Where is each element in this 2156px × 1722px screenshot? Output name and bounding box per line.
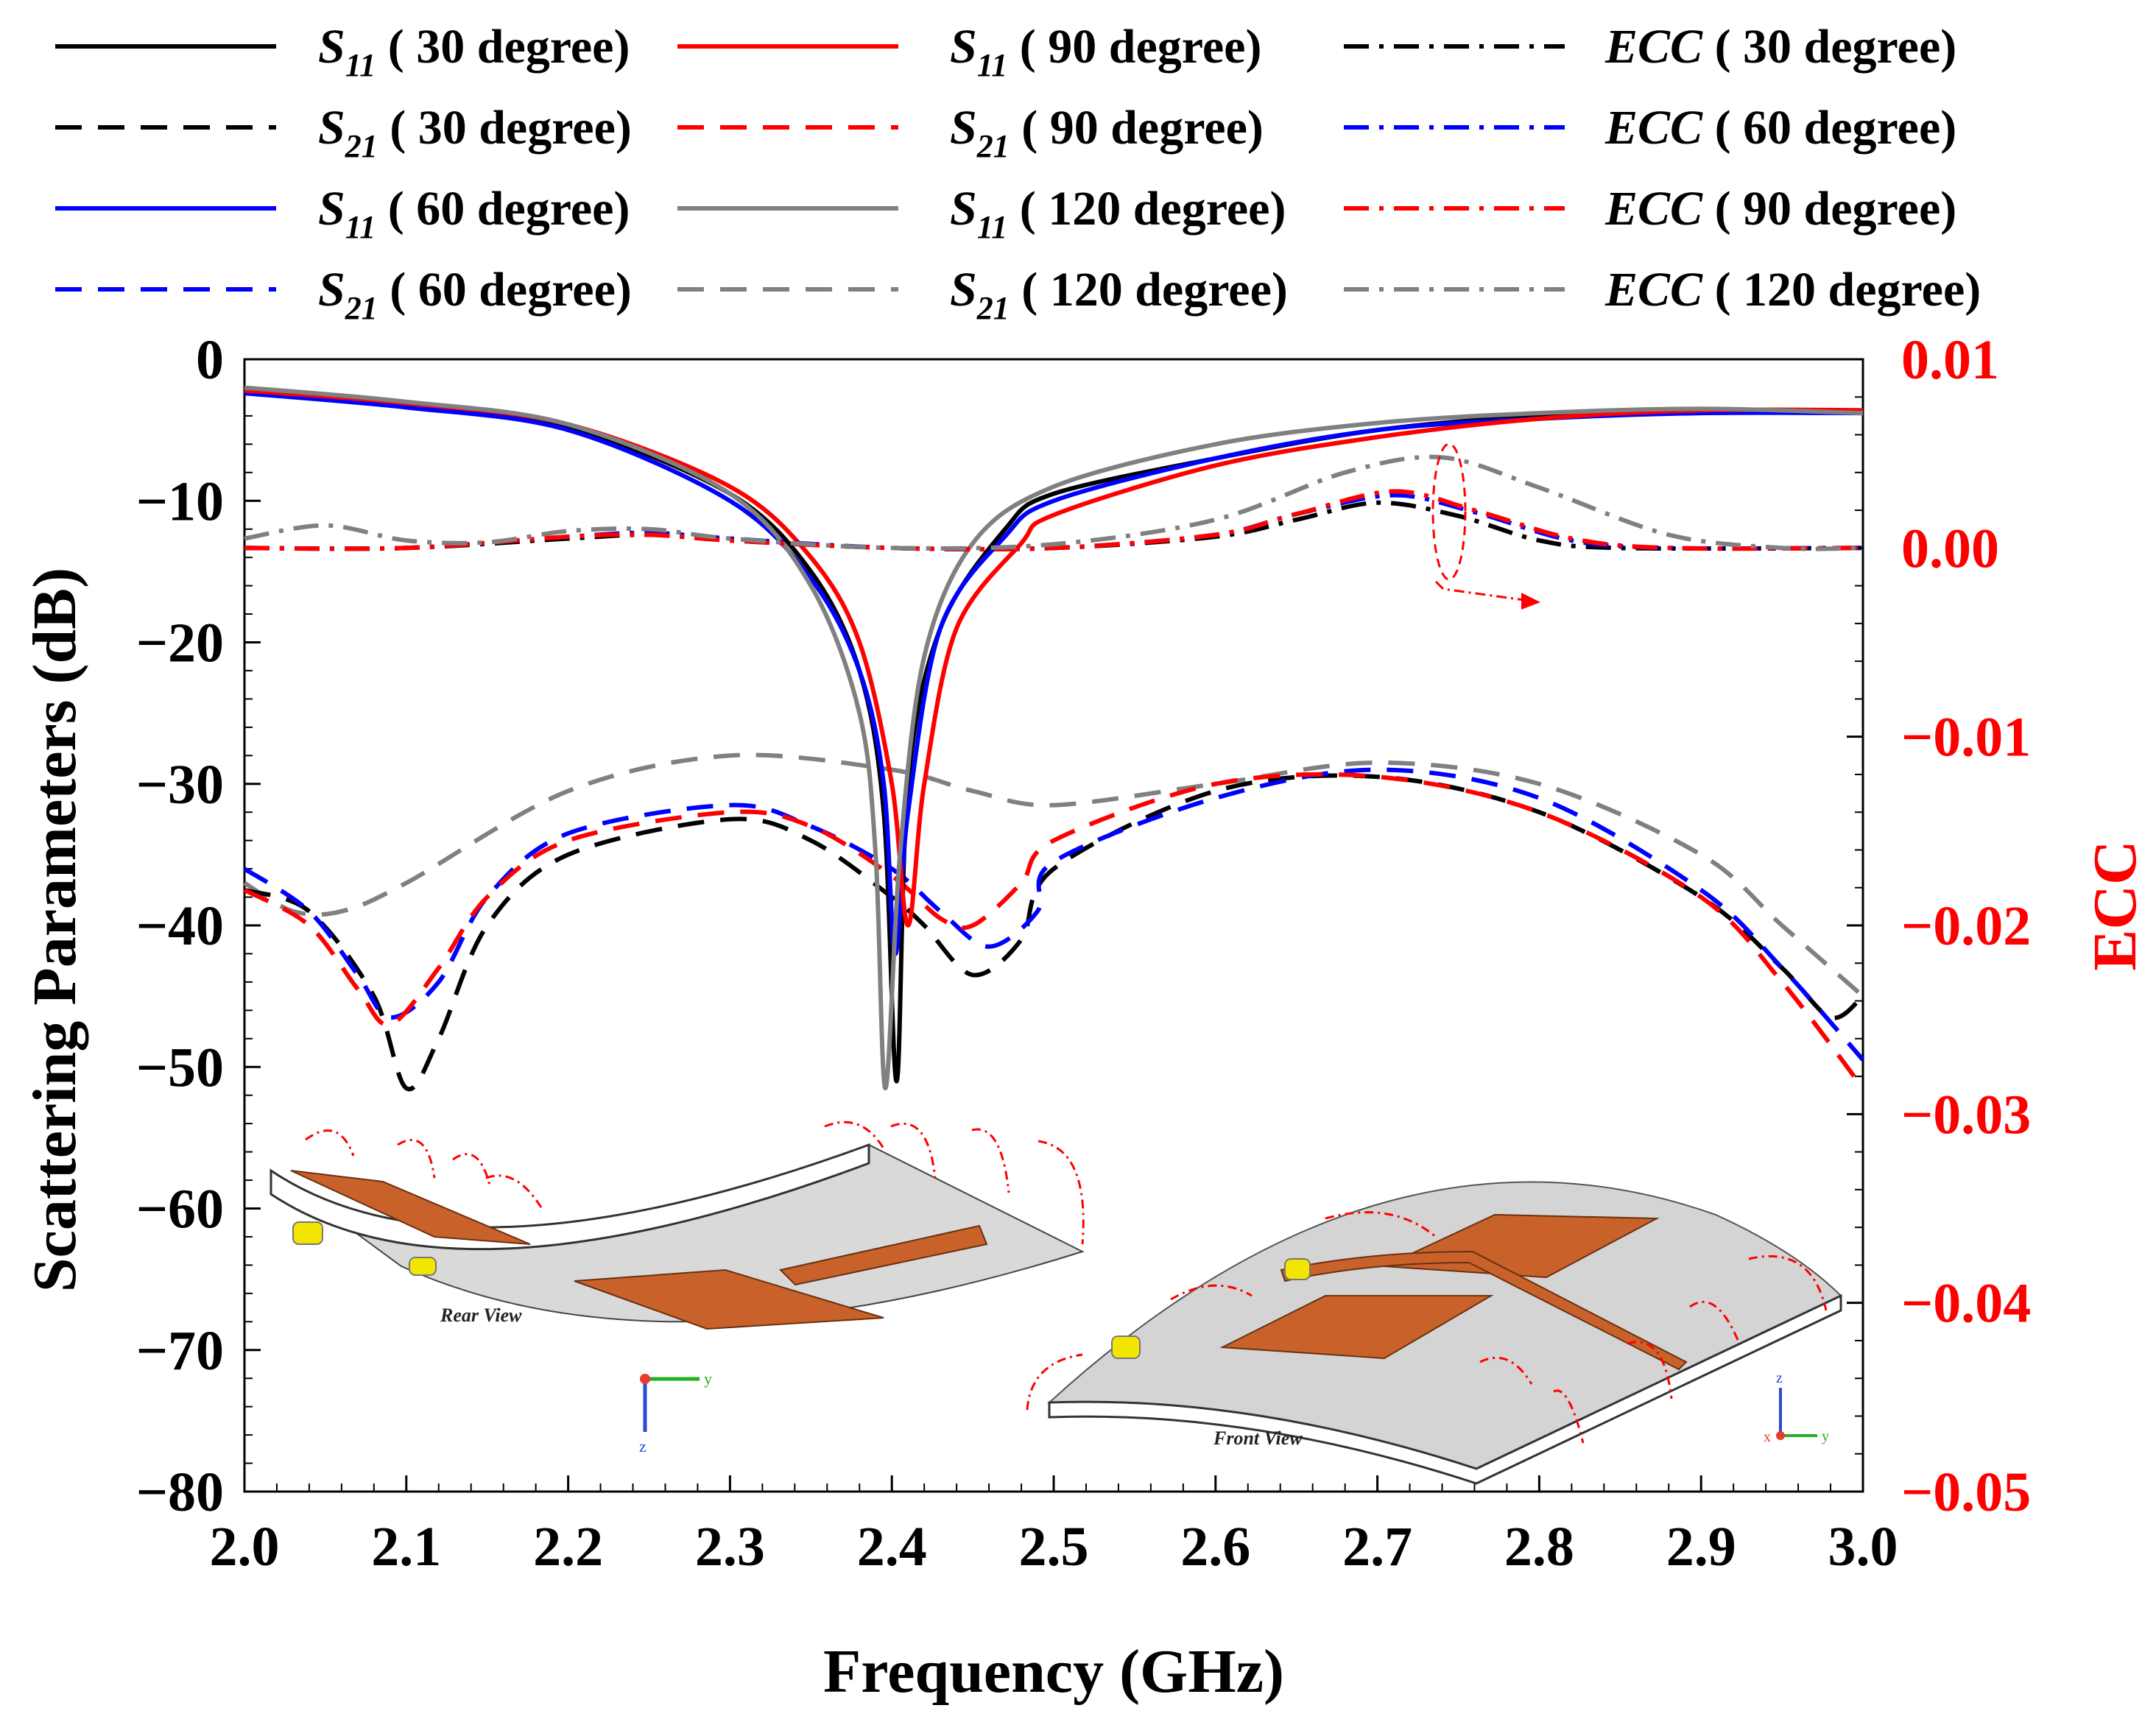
y-tick-label: −40	[136, 895, 224, 957]
series-line-s21-30-degree	[244, 773, 1864, 1092]
legend-label: S11 ( 120 degree)	[950, 182, 1286, 245]
y-tick-label: −10	[136, 470, 224, 532]
axis-ticks	[243, 358, 1864, 1493]
y-tick-label: −30	[136, 754, 224, 816]
legend-label: S21 ( 60 degree)	[318, 263, 632, 326]
axis-tick-labels: 2.0 2.1 2.2 2.3 2.4 2.5 2.6 2.7 2.8 2.9 3.0 0 −10 −20…	[136, 329, 2032, 1578]
front-axis-z-label: z	[1776, 1370, 1783, 1386]
ecc-annotation-ellipse	[1431, 442, 1467, 581]
rear-view-label: Rear View	[440, 1305, 522, 1326]
rear-axis-origin	[640, 1374, 650, 1384]
y-tick-label: −50	[136, 1037, 224, 1098]
x-tick-label: 2.2	[533, 1516, 603, 1578]
rear-axis-z-label: z	[639, 1437, 647, 1455]
series-line-ecc-60-degree	[244, 493, 1864, 552]
y2-axis-title: ECC	[2081, 840, 2149, 970]
series-line-s11-30-degree	[244, 388, 1864, 1084]
rear-field-arrows	[305, 1121, 1085, 1245]
x-axis-title: Frequency (GHz)	[823, 1637, 1284, 1706]
y-tick-label: 0	[196, 329, 224, 391]
y2-tick-label: −0.05	[1901, 1461, 2031, 1523]
front-view-label: Front View	[1213, 1428, 1303, 1449]
legend-label: S11 ( 30 degree)	[318, 20, 630, 83]
series-line-s21-60-degree	[243, 767, 1865, 1062]
legend-label: ECC ( 120 degree)	[1604, 263, 1981, 317]
x-tick-label: 2.0	[210, 1516, 280, 1578]
legend-label: ECC ( 60 degree)	[1604, 101, 1956, 155]
x-tick-label: 2.4	[857, 1516, 927, 1578]
front-axis-triad: y z x	[1764, 1370, 1829, 1445]
front-axis-y-label: y	[1822, 1428, 1829, 1444]
legend-label: ECC ( 90 degree)	[1604, 182, 1956, 236]
y-tick-label: −20	[136, 613, 224, 674]
legend: S11 ( 30 degree) S21 ( 30 degree) S11 ( 60…	[55, 20, 1981, 326]
rear-copper-patch-2	[574, 1268, 884, 1330]
front-copper-patch-1	[1219, 1295, 1494, 1360]
x-tick-label: 2.8	[1504, 1516, 1574, 1578]
front-substrate-edge	[1048, 1294, 1842, 1485]
rear-feed-2	[409, 1257, 437, 1276]
x-tick-label: 2.9	[1666, 1516, 1736, 1578]
y2-tick-label: 0.00	[1901, 518, 1999, 579]
front-axis-x-label: x	[1764, 1429, 1771, 1445]
rear-axis-y-label: y	[704, 1369, 712, 1388]
y2-tick-label: 0.01	[1901, 329, 1999, 391]
y2-tick-label: −0.04	[1901, 1273, 2031, 1335]
x-tick-label: 2.1	[371, 1516, 441, 1578]
series-line-s21-90-degree	[243, 772, 1865, 1090]
x-tick-label: 2.6	[1180, 1516, 1250, 1578]
y-axis-title: Scattering Parameters (dB)	[21, 568, 89, 1292]
series-line-s11-120-degree	[244, 385, 1864, 1091]
series-line-ecc-90-degree	[244, 489, 1864, 552]
legend-label: S21 ( 30 degree)	[318, 101, 632, 164]
rear-copper-patch-3	[779, 1224, 988, 1286]
front-substrate	[1047, 1181, 1842, 1470]
legend-label: S21 ( 120 degree)	[950, 263, 1288, 326]
y-tick-label: −70	[136, 1320, 224, 1382]
legend-label: S11 ( 90 degree)	[950, 20, 1261, 83]
rear-view-inset: Rear View y z	[270, 1121, 1085, 1455]
series-line-ecc-120-degree	[244, 454, 1864, 551]
x-tick-label: 2.3	[695, 1516, 765, 1578]
series-line-s11-60-degree	[244, 391, 1864, 956]
front-field-arrows	[1026, 1211, 1828, 1444]
legend-label: S21 ( 90 degree)	[950, 101, 1264, 164]
y-tick-label: −60	[136, 1179, 224, 1241]
y-tick-label: −80	[136, 1461, 224, 1523]
front-view-inset: Front View y z x	[1026, 1181, 1842, 1485]
ecc-axis-annotation	[1431, 442, 1540, 610]
rear-copper-patch-1	[290, 1170, 531, 1245]
front-feed-2	[1284, 1258, 1311, 1280]
series-layer	[243, 385, 1865, 1092]
rear-feed-1	[292, 1221, 323, 1245]
x-tick-label: 2.5	[1019, 1516, 1089, 1578]
series-line-s21-120-degree	[243, 752, 1864, 998]
x-tick-label: 2.7	[1342, 1516, 1412, 1578]
ecc-annotation-arrowhead	[1521, 593, 1540, 610]
front-copper-feedline	[1280, 1250, 1688, 1371]
legend-label: S11 ( 60 degree)	[318, 182, 630, 245]
y2-tick-label: −0.01	[1901, 707, 2031, 769]
ecc-annotation-arrow	[1434, 580, 1525, 601]
x-tick-label: 3.0	[1828, 1516, 1898, 1578]
y2-tick-label: −0.02	[1901, 895, 2031, 957]
rear-axis-triad: y z	[639, 1369, 712, 1455]
series-line-s11-90-degree	[244, 388, 1864, 928]
legend-label: ECC ( 30 degree)	[1604, 20, 1956, 74]
front-feed-1	[1111, 1335, 1141, 1359]
y2-tick-label: −0.03	[1901, 1084, 2031, 1146]
front-axis-origin	[1776, 1431, 1785, 1440]
